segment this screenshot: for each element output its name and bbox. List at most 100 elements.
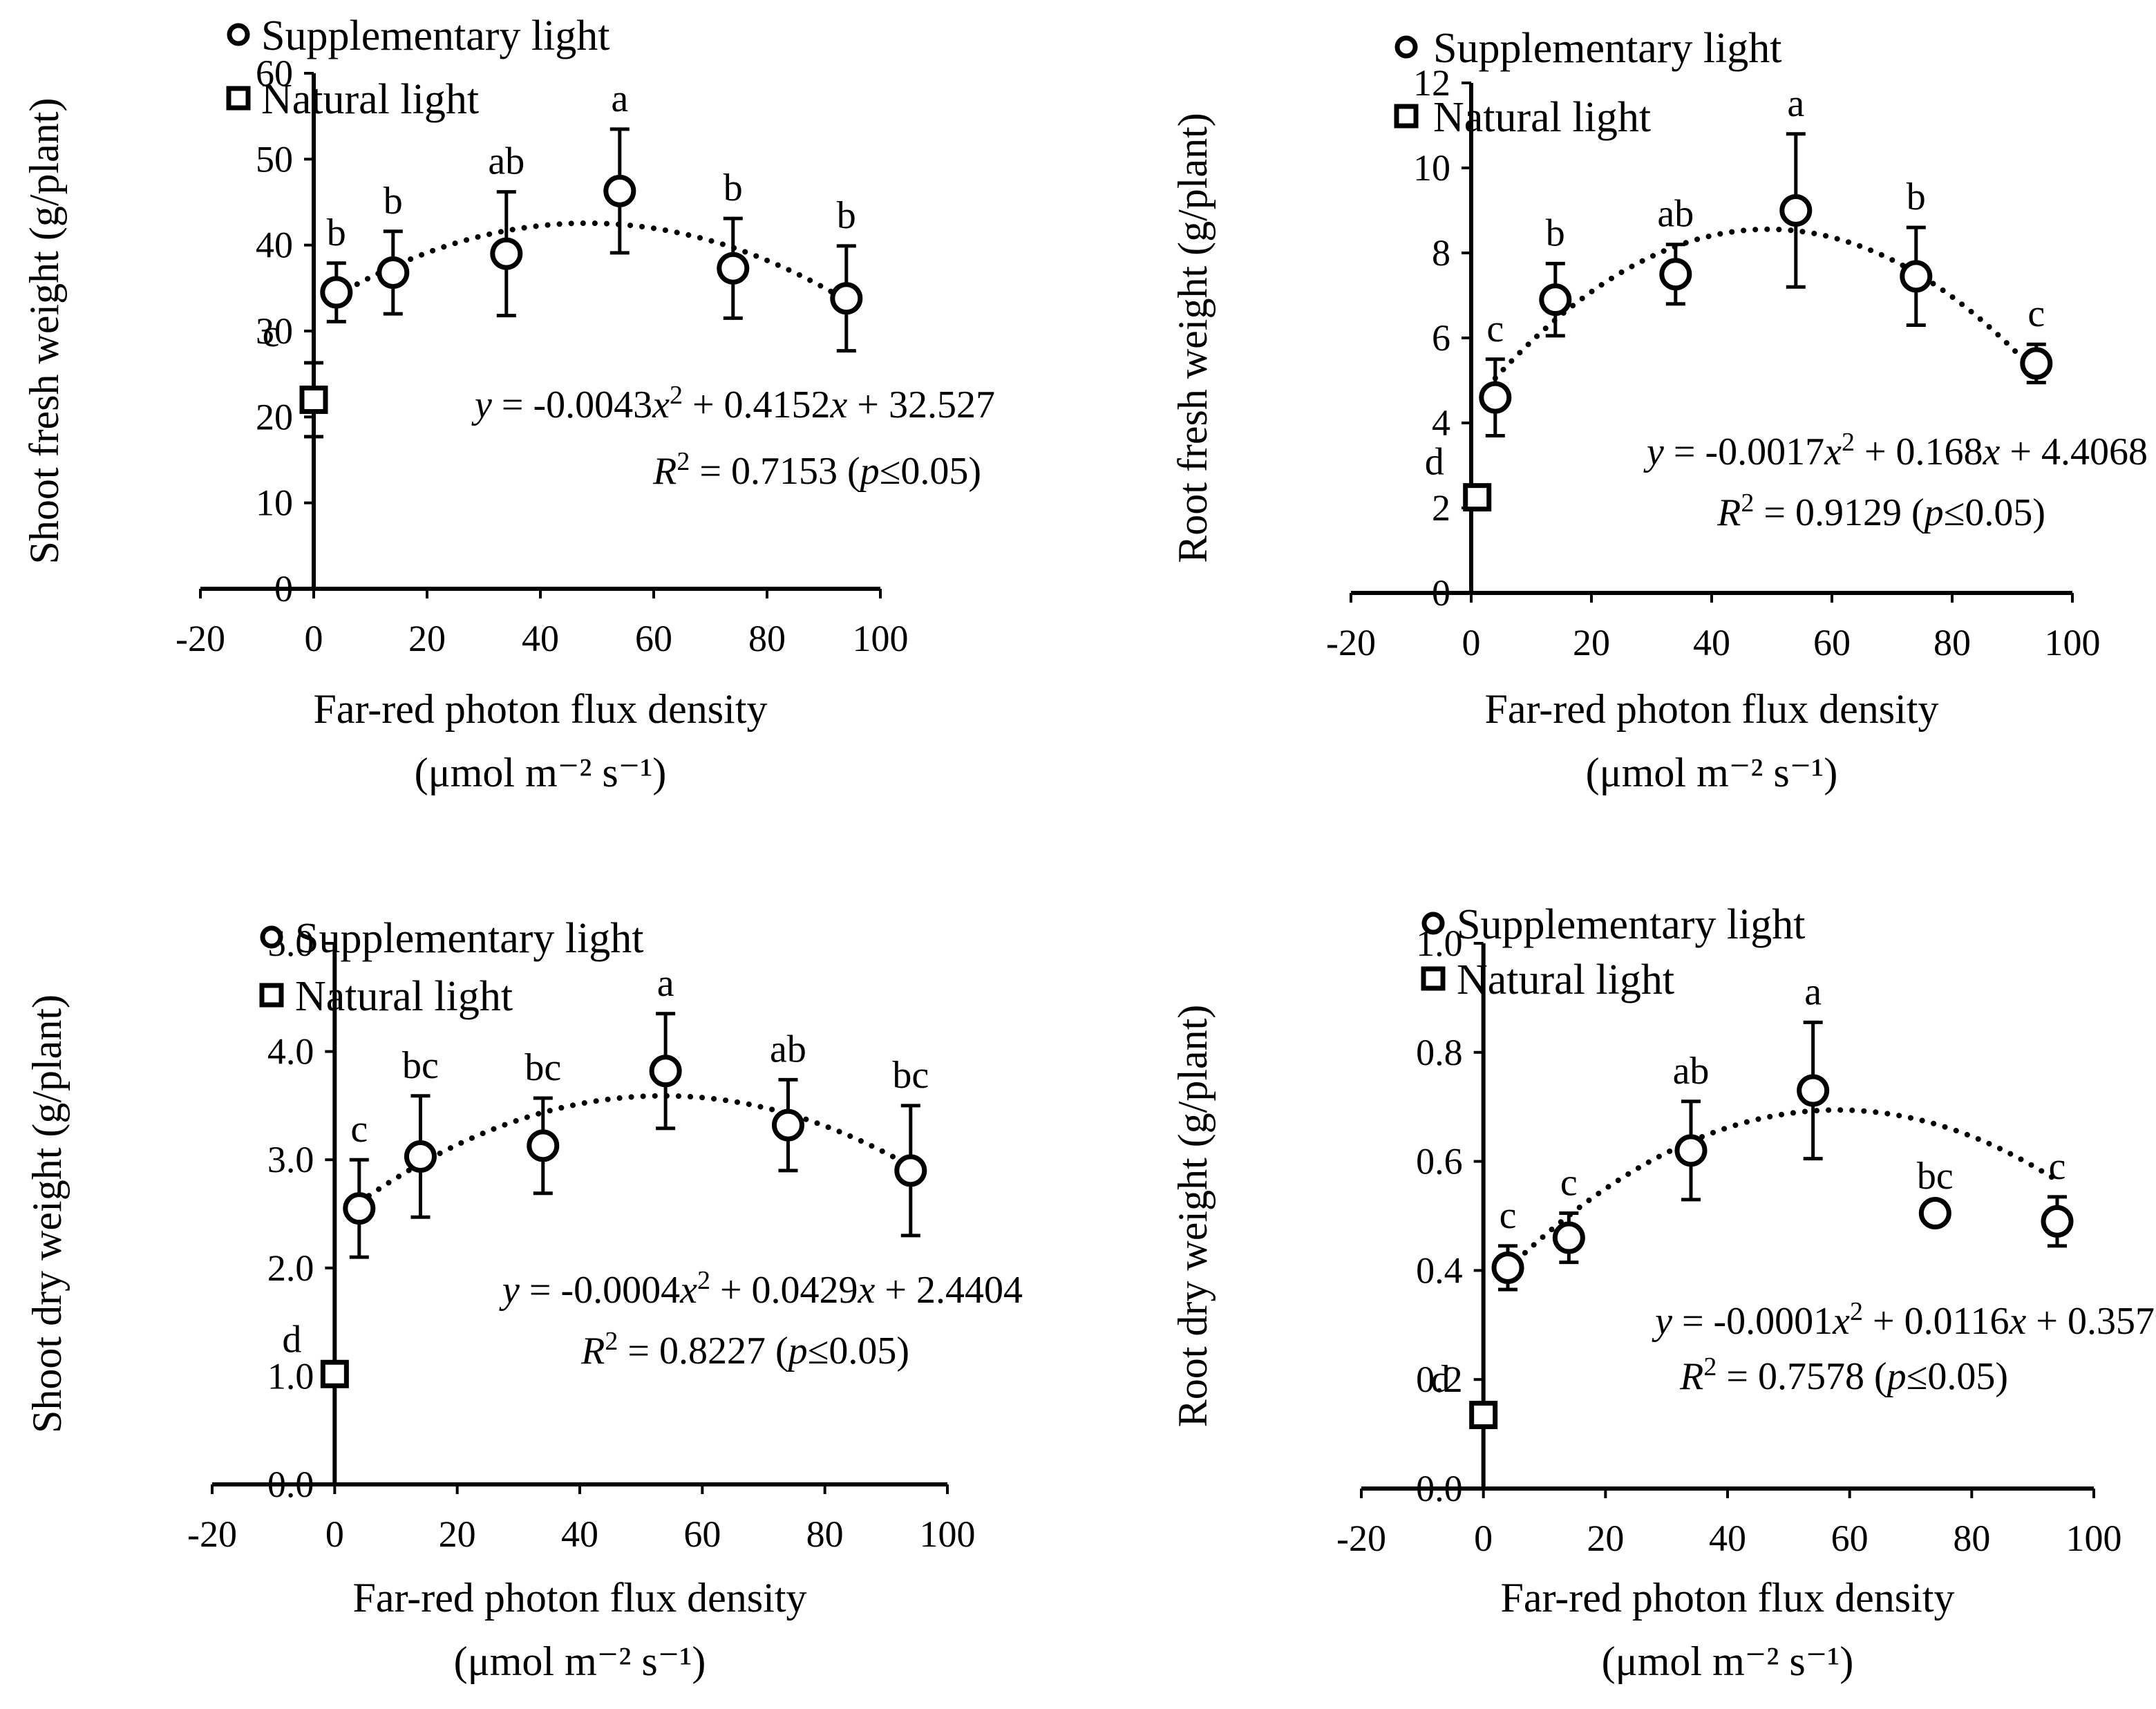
x-tick-label: 80: [1933, 622, 1971, 663]
significance-letter: b: [384, 180, 403, 223]
data-point-supplementary: [1779, 194, 1813, 227]
x-tick-label: 100: [920, 1513, 976, 1555]
legend-square-marker: [226, 86, 251, 111]
legend-label-natural: Natural light: [1457, 956, 1674, 1003]
y-tick-label: 0.2: [1416, 1359, 1463, 1400]
trend-line: [1505, 1107, 2060, 1272]
significance-letter: a: [611, 77, 628, 120]
x-axis-label: Far-red photon flux density: [313, 686, 767, 732]
y-tick-label: 2.0: [267, 1247, 314, 1289]
chart-panel-2: -20 0 20 40 60 80 100 0 2 4 6 8 10 12 Root fresh weigh…: [1170, 25, 2148, 795]
data-point-supplementary: [649, 1055, 682, 1088]
x-tick-label: 80: [1953, 1518, 1990, 1559]
y-tick-label: 12: [1413, 62, 1450, 104]
trend-line: [356, 1093, 914, 1205]
y-axis-label: Shoot dry weight (g/plant): [24, 994, 70, 1433]
legend-label-natural: Natural light: [261, 76, 479, 123]
regression-equation: y = -0.0043x2 + 0.4152x + 32.527: [471, 381, 995, 426]
significance-letter: c: [263, 312, 280, 355]
trend-line: [1492, 226, 2039, 381]
y-tick-label: 0.0: [267, 1464, 314, 1505]
x-tick-label: -20: [1336, 1518, 1386, 1559]
significance-letter: b: [1907, 176, 1926, 218]
data-point-natural: [1463, 483, 1492, 512]
regression-equation: y = -0.0001x2 + 0.0116x + 0.3579: [1652, 1297, 2156, 1343]
data-point-supplementary: [377, 256, 410, 289]
data-point-supplementary: [603, 174, 636, 207]
y-tick-label: 10: [256, 482, 293, 524]
legend-label-supplementary: Supplementary light: [295, 915, 644, 962]
significance-letter: ab: [770, 1028, 806, 1070]
legend-label-supplementary: Supplementary light: [1457, 901, 1806, 948]
regression-equation: y = -0.0004x2 + 0.0429x + 2.4404: [499, 1266, 1023, 1312]
x-tick-label: 20: [1587, 1518, 1624, 1559]
significance-letter: a: [1804, 970, 1822, 1013]
r-squared-label: R2 = 0.9129 (p≤0.05): [1717, 489, 2045, 534]
y-tick-label: 3.0: [267, 1139, 314, 1180]
x-tick-label: 100: [2045, 622, 2101, 663]
regression-equation: y = -0.0017x2 + 0.168x + 4.4068: [1643, 428, 2148, 473]
legend-label-natural: Natural light: [1433, 94, 1651, 141]
significance-letter: ab: [1657, 193, 1694, 236]
significance-letter: bc: [402, 1044, 439, 1087]
legend-square-marker: [259, 983, 284, 1008]
legend-square-marker: [1421, 966, 1446, 991]
significance-letter: c: [1560, 1162, 1578, 1205]
x-tick-label: 100: [2066, 1518, 2122, 1559]
data-point-supplementary: [894, 1154, 927, 1187]
data-point-supplementary: [1797, 1074, 1830, 1107]
y-tick-label: 40: [256, 225, 293, 266]
data-point-supplementary: [1918, 1197, 1951, 1230]
legend-label-supplementary: Supplementary light: [261, 12, 610, 59]
x-axis-label: Far-red photon flux density: [1500, 1575, 1954, 1621]
y-tick-label: 10: [1413, 147, 1450, 189]
data-point-supplementary: [717, 252, 750, 285]
x-tick-label: 0: [1462, 622, 1481, 663]
data-point-supplementary: [1674, 1134, 1708, 1167]
significance-letter: b: [837, 194, 856, 237]
x-axis-unit-label: (μmol m⁻² s⁻¹): [415, 750, 667, 795]
data-point-supplementary: [2020, 347, 2053, 380]
y-axis-label: Shoot fresh weight (g/plant): [21, 98, 67, 565]
y-tick-label: 0: [1432, 572, 1450, 614]
significance-letter: c: [1500, 1194, 1517, 1237]
significance-letter: ab: [1673, 1050, 1710, 1093]
x-tick-label: 40: [1693, 622, 1730, 663]
significance-letter: b: [724, 167, 743, 209]
legend-circle-marker: [260, 925, 283, 949]
legend-circle-marker: [1394, 35, 1418, 59]
y-tick-label: 2: [1432, 487, 1450, 529]
data-point-supplementary: [1479, 381, 1512, 414]
x-tick-label: 100: [853, 618, 909, 659]
x-tick-label: 20: [408, 618, 446, 659]
data-point-supplementary: [1552, 1221, 1585, 1254]
x-tick-label: -20: [1326, 622, 1376, 663]
significance-letter: a: [657, 962, 674, 1005]
y-tick-label: 20: [256, 396, 293, 437]
data-point-supplementary: [1539, 283, 1572, 317]
x-axis-unit-label: (μmol m⁻² s⁻¹): [1586, 750, 1838, 795]
x-tick-label: 60: [1831, 1518, 1869, 1559]
y-tick-label: 6: [1432, 317, 1450, 359]
r-squared-label: R2 = 0.8227 (p≤0.05): [580, 1327, 909, 1372]
y-tick-label: 60: [256, 53, 293, 94]
data-point-natural: [299, 385, 328, 414]
x-axis-label: Far-red photon flux density: [1484, 686, 1938, 732]
significance-letter: c: [2049, 1145, 2066, 1188]
legend-circle-marker: [1421, 912, 1445, 935]
x-tick-label: 0: [305, 618, 323, 659]
x-tick-label: 0: [325, 1513, 344, 1555]
x-tick-label: 40: [561, 1513, 598, 1555]
x-axis-unit-label: (μmol m⁻² s⁻¹): [454, 1639, 706, 1684]
x-tick-label: 60: [635, 618, 672, 659]
data-point-supplementary: [320, 276, 353, 309]
data-point-supplementary: [830, 282, 863, 315]
y-tick-label: 4: [1432, 402, 1450, 444]
significance-letter: b: [327, 211, 346, 254]
data-point-supplementary: [2041, 1205, 2074, 1238]
data-point-supplementary: [490, 237, 523, 270]
legend-circle-marker: [227, 23, 250, 46]
y-tick-label: 30: [256, 310, 293, 352]
